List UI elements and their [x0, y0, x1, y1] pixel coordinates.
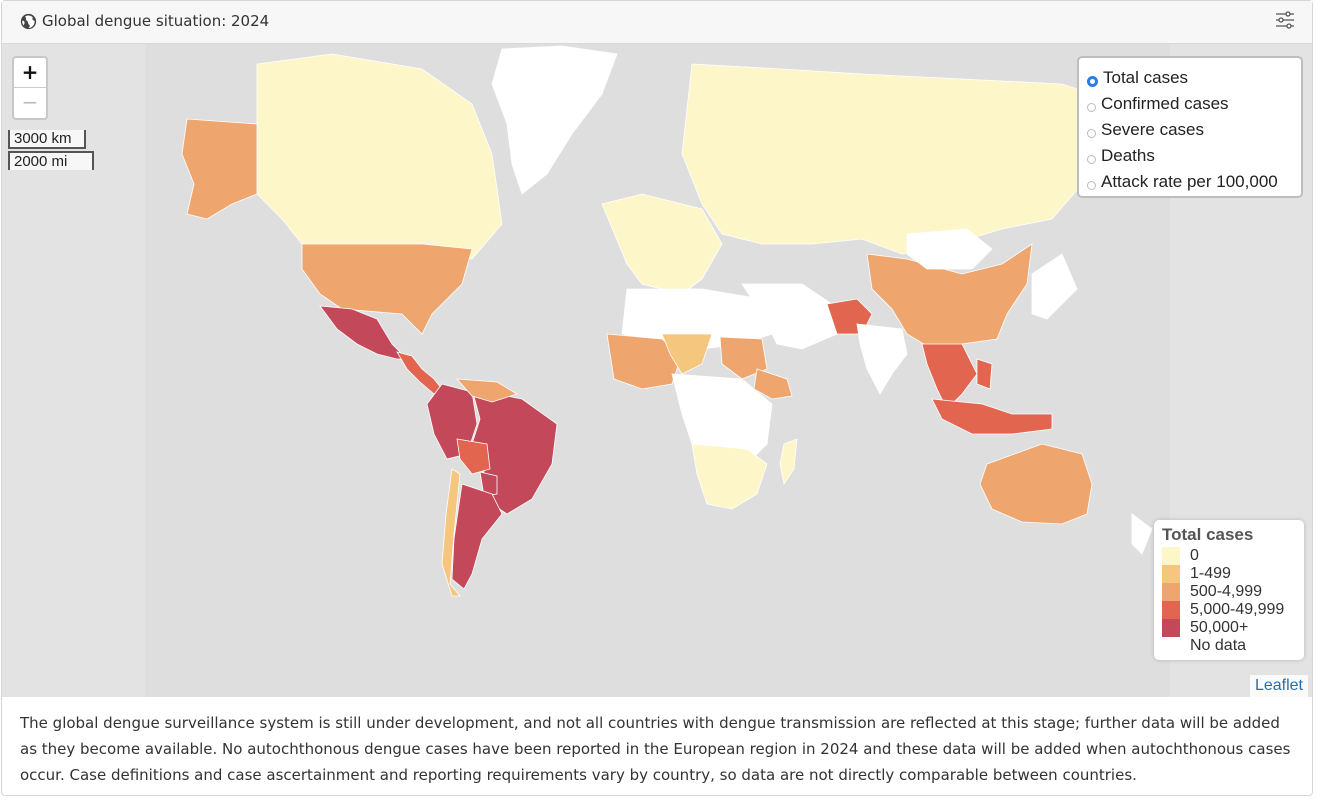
- scale-mi: 2000 mi: [8, 151, 94, 170]
- country-philippines[interactable]: [976, 358, 993, 390]
- country-sudan[interactable]: [719, 336, 768, 380]
- legend-item: 1-499: [1162, 565, 1296, 583]
- choropleth-map[interactable]: + − 3000 km 2000 mi Total cases Confirme…: [2, 44, 1312, 697]
- scale-km: 3000 km: [8, 130, 86, 149]
- country-new-zealand[interactable]: [1131, 513, 1153, 555]
- zoom-control: + −: [12, 56, 48, 120]
- legend-title: Total cases: [1162, 525, 1254, 544]
- layer-total-cases[interactable]: Total cases: [1087, 65, 1293, 91]
- world-map: [145, 44, 1170, 697]
- country-japan[interactable]: [1031, 253, 1078, 320]
- layer-attack-rate[interactable]: Attack rate per 100,000: [1087, 169, 1293, 195]
- country-australia[interactable]: [979, 443, 1093, 525]
- legend-item: 5,000-49,999: [1162, 601, 1296, 619]
- radio-button[interactable]: [1087, 128, 1096, 138]
- country-india[interactable]: [856, 323, 908, 395]
- country-indonesia[interactable]: [931, 398, 1053, 435]
- legend-label: 5,000-49,999: [1190, 601, 1285, 618]
- legend-label: 500-4,999: [1190, 583, 1263, 600]
- country-madagascar[interactable]: [779, 438, 798, 486]
- legend-label: 1-499: [1190, 565, 1231, 582]
- radio-button[interactable]: [1087, 75, 1098, 87]
- country-ethiopia[interactable]: [753, 368, 793, 400]
- legend-swatch: [1162, 601, 1180, 619]
- country-europe[interactable]: [601, 193, 723, 295]
- legend-swatch: [1162, 547, 1180, 565]
- radio-button[interactable]: [1087, 154, 1096, 164]
- country-argentina[interactable]: [451, 483, 503, 590]
- country-greenland[interactable]: [491, 45, 618, 195]
- country-west-africa[interactable]: [606, 333, 683, 390]
- country-canada[interactable]: [256, 53, 503, 260]
- legend-swatch: [1162, 637, 1180, 655]
- legend-swatch: [1162, 619, 1180, 637]
- country-southern-africa[interactable]: [691, 443, 768, 510]
- legend-item: 0: [1162, 547, 1296, 565]
- country-chile[interactable]: [441, 468, 461, 597]
- layer-selector: Total cases Confirmed cases Severe cases…: [1077, 56, 1303, 198]
- country-middle-east[interactable]: [741, 283, 838, 350]
- country-mali-niger[interactable]: [661, 333, 713, 375]
- layer-confirmed-cases[interactable]: Confirmed cases: [1087, 91, 1293, 117]
- legend-swatch: [1162, 583, 1180, 601]
- legend-item: No data: [1162, 637, 1296, 655]
- country-bolivia[interactable]: [456, 438, 491, 475]
- radio-button[interactable]: [1087, 180, 1096, 190]
- zoom-out-button[interactable]: −: [21, 90, 39, 114]
- legend-item: 500-4,999: [1162, 583, 1296, 601]
- country-mongolia[interactable]: [906, 228, 993, 270]
- country-paraguay[interactable]: [479, 471, 498, 497]
- legend-label: 0: [1190, 547, 1199, 564]
- legend-label: 50,000+: [1190, 619, 1249, 636]
- country-china[interactable]: [866, 243, 1033, 350]
- legend-item: 50,000+: [1162, 619, 1296, 637]
- legend-label: No data: [1190, 637, 1247, 654]
- layer-severe-cases[interactable]: Severe cases: [1087, 117, 1293, 143]
- map-legend: Total cases 0 1-499 500-4,999 5,000-49,999 5…: [1154, 520, 1304, 660]
- country-alaska[interactable]: [181, 118, 258, 220]
- country-russia[interactable]: [681, 63, 1123, 255]
- legend-swatch: [1162, 565, 1180, 583]
- footnote: The global dengue surveillance system is…: [20, 714, 1291, 784]
- leaflet-attribution-link[interactable]: Leaflet: [1249, 675, 1308, 697]
- country-united-states[interactable]: [301, 243, 473, 335]
- layer-deaths[interactable]: Deaths: [1087, 143, 1293, 169]
- radio-button[interactable]: [1087, 102, 1096, 112]
- globe-icon: [20, 13, 37, 30]
- country-guianas[interactable]: [456, 378, 518, 403]
- panel-header: Global dengue situation: 2024: [2, 1, 1312, 44]
- sliders-icon[interactable]: [1274, 9, 1296, 31]
- zoom-in-button[interactable]: +: [14, 58, 46, 88]
- page-title: Global dengue situation: 2024: [42, 12, 270, 30]
